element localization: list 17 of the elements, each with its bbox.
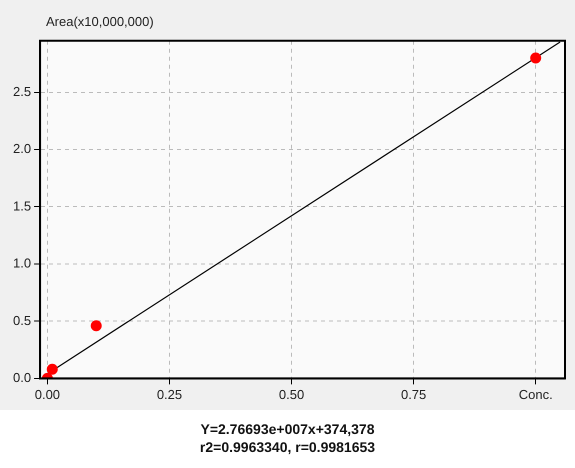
y-tick-label: 2.0 (12, 141, 32, 156)
y-tick-label: 1.5 (12, 198, 32, 214)
y-axis-title: Area(x10,000,000) (46, 14, 154, 29)
y-tick-label: 2.5 (12, 84, 32, 99)
point (46, 364, 58, 375)
x-tick-label: 0.25 (156, 386, 182, 402)
y-tick-label: 0.0 (12, 370, 32, 385)
text: Y=2.76693e+007x+374,378 (199, 420, 376, 438)
y-tick-label: 0.5 (12, 312, 32, 328)
text: r2=0.9963340, r=0.9981653 (198, 438, 376, 456)
x-tick-label: Conc. (518, 386, 553, 402)
x-tick-label: 0.50 (278, 386, 304, 402)
y-tick-label: 1.0 (12, 256, 32, 271)
x-tick-label: 0.00 (34, 386, 60, 402)
x-tick-label: 0.75 (400, 386, 426, 402)
point (530, 52, 542, 64)
point (90, 320, 102, 332)
